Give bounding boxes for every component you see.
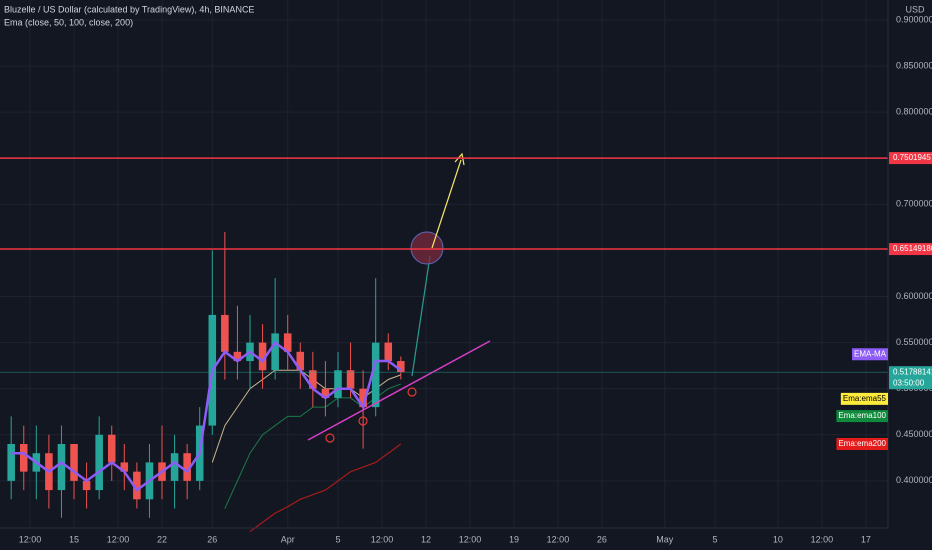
currency: USD xyxy=(905,4,925,14)
candle-body xyxy=(221,314,229,352)
level-label: 0.75019457 xyxy=(893,153,932,162)
series-name: Ema:ema55 xyxy=(843,394,887,403)
level-tag xyxy=(889,152,932,165)
x-tick-label: 19 xyxy=(509,534,519,544)
y-tick-label: 0.85000000 xyxy=(896,60,932,70)
level-label: 0.65149180 xyxy=(893,244,932,253)
x-tick-label: Apr xyxy=(281,534,295,544)
x-tick-label: 26 xyxy=(207,534,217,544)
series-name: Ema:ema100 xyxy=(838,411,886,420)
arrow-green xyxy=(411,255,431,377)
candle-body xyxy=(107,434,116,463)
candle-body xyxy=(233,351,242,362)
candle-body xyxy=(359,388,367,408)
chart-title: Bluzelle / US Dollar (calculated by Trad… xyxy=(4,4,254,14)
marker xyxy=(407,387,417,397)
candle-body xyxy=(183,453,191,481)
x-tick-label: 15 xyxy=(69,534,79,544)
ema-line xyxy=(249,443,402,533)
x-tick-label: 22 xyxy=(157,534,167,544)
x-tick-label: 5 xyxy=(713,534,718,544)
series-name: Ema:ema200 xyxy=(838,439,886,448)
x-tick-label: May xyxy=(656,534,674,544)
candle-body xyxy=(95,434,103,491)
last-price-tag xyxy=(889,366,932,390)
series-tag xyxy=(840,392,888,405)
x-tick-label: 12 xyxy=(421,534,431,544)
candle-body xyxy=(321,388,330,398)
x-tick-label: 12:00 xyxy=(19,534,42,544)
arrow-head xyxy=(454,152,465,166)
x-tick-label: 12:00 xyxy=(811,534,834,544)
arrow-yellow xyxy=(431,159,462,249)
y-tick-label: 0.90000000 xyxy=(896,14,932,24)
overlay xyxy=(0,157,888,492)
candle-body xyxy=(271,333,279,371)
candle-body xyxy=(19,444,28,472)
y-tick-label: 0.60000000 xyxy=(896,291,932,301)
x-tick-label: 12:00 xyxy=(107,534,130,544)
y-tick-label: 0.80000000 xyxy=(896,107,932,117)
candle-body xyxy=(397,361,405,373)
countdown: 03:50:00 xyxy=(893,378,925,387)
x-tick-label: 5 xyxy=(335,534,340,544)
level-tag xyxy=(889,243,932,256)
candle-body xyxy=(371,342,380,408)
candle-body xyxy=(258,342,267,371)
series-tag xyxy=(852,348,888,361)
candle-body xyxy=(133,471,141,500)
candle-body xyxy=(7,444,15,481)
y-tick-label: 0.40000000 xyxy=(896,475,932,485)
candle-body xyxy=(57,444,66,491)
ema-line xyxy=(211,369,401,463)
candle-body xyxy=(309,370,317,389)
x-tick-label: 12:00 xyxy=(459,534,482,544)
drawings xyxy=(307,152,491,443)
ema-line xyxy=(11,340,402,492)
last-price-label: 0.51788141 xyxy=(893,367,932,376)
candle-body xyxy=(296,351,305,371)
x-tick-label: 12:00 xyxy=(547,534,570,544)
candle-body xyxy=(346,370,355,389)
candle-body xyxy=(70,444,78,481)
series-tag xyxy=(836,410,888,423)
target-circle xyxy=(410,231,444,265)
candle-body xyxy=(170,453,179,481)
candle-body xyxy=(82,480,91,491)
marker xyxy=(325,433,335,443)
candle-body xyxy=(120,462,129,472)
x-tick-label: 12:00 xyxy=(371,534,394,544)
series-tag xyxy=(836,438,888,451)
candle-body xyxy=(384,342,393,362)
indicator-title: Ema (close, 50, 100, close, 200) xyxy=(4,17,133,27)
candle-body xyxy=(334,370,342,398)
y-tick-label: 0.70000000 xyxy=(896,199,932,209)
series-name: EMA-MA xyxy=(854,349,887,358)
y-tick-label: 0.45000000 xyxy=(896,429,932,439)
marker xyxy=(358,416,368,426)
candle-body xyxy=(283,333,292,352)
x-tick-label: 26 xyxy=(597,534,607,544)
trend-line xyxy=(307,340,491,441)
x-tick-label: 10 xyxy=(773,534,783,544)
y-tick-label: 0.55000000 xyxy=(896,337,932,347)
x-tick-label: 17 xyxy=(861,534,871,544)
